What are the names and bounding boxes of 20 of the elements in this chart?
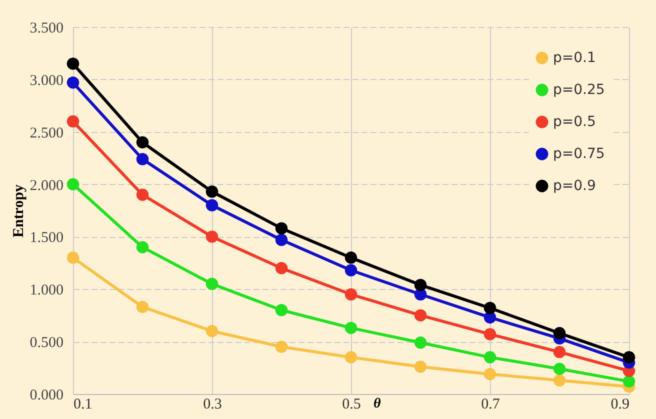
x-tick-label: 0.1 xyxy=(74,396,92,412)
y-tick-label: 3.000 xyxy=(30,72,64,89)
legend-label: p=0.1 xyxy=(553,50,596,66)
y-tick-label: 2.500 xyxy=(30,125,64,142)
y-tick-label: 0.000 xyxy=(30,388,64,404)
y-tick-label: 1.500 xyxy=(30,230,64,246)
y-axis-title: Entropy xyxy=(10,184,27,238)
x-tick-label: 0.3 xyxy=(203,396,222,412)
x-axis-title: θ xyxy=(374,396,382,412)
x-tick-label: 0.9 xyxy=(610,396,630,412)
y-tick-label: 2.000 xyxy=(30,178,64,194)
y-tick-label: 3.500 xyxy=(30,20,64,36)
x-tick-label: 0.7 xyxy=(481,396,500,412)
legend-label: p=0.25 xyxy=(553,82,605,98)
legend-label: p=0.5 xyxy=(553,114,596,130)
y-tick-label: 1.000 xyxy=(30,282,64,299)
legend-label: p=0.75 xyxy=(553,146,605,162)
y-tick-label: 0.500 xyxy=(30,335,64,352)
legend-label: p=0.9 xyxy=(553,178,596,194)
x-tick-label: 0.5 xyxy=(342,396,361,412)
